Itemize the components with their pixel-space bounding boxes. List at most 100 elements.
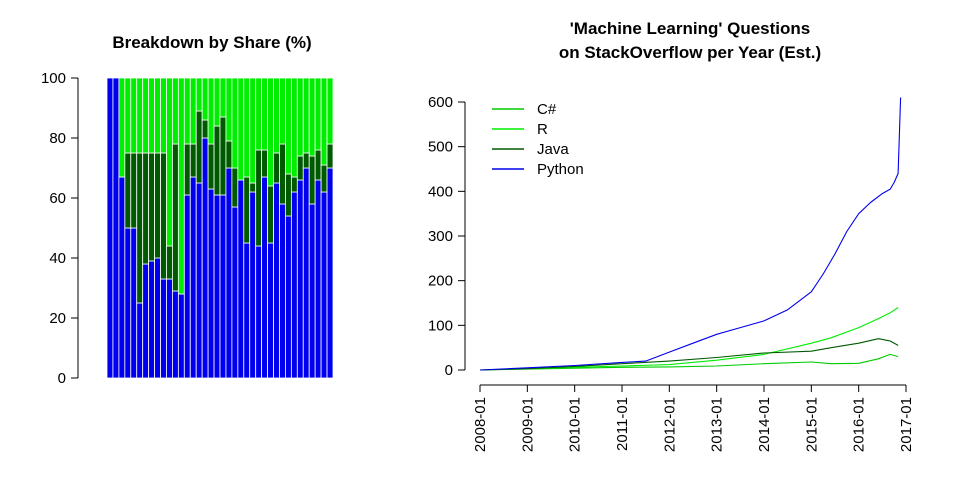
bar-r-22 [237, 77, 245, 181]
bar-java-10 [166, 245, 173, 280]
bar-r-20 [225, 77, 233, 142]
questions-chart-title-line-2: on StackOverflow per Year (Est.) [559, 43, 821, 62]
bar-java-25 [255, 149, 263, 247]
questions-x-tick-label-2014-01: 2014-01 [756, 397, 773, 452]
bar-java-7 [148, 152, 155, 262]
bar-java-17 [207, 143, 215, 190]
bar-r-33 [302, 77, 310, 154]
bar-r-21 [231, 77, 239, 169]
bar-java-15 [195, 110, 203, 184]
questions-chart-title-line-1: 'Machine Learning' Questions [570, 19, 810, 38]
bar-java-32 [296, 155, 304, 181]
bar-java-14 [189, 143, 197, 178]
bar-java-13 [183, 143, 191, 196]
bar-r-30 [285, 77, 292, 175]
bar-java-21 [231, 167, 239, 208]
line-r [479, 307, 899, 371]
bar-r-24 [249, 77, 257, 184]
bar-python-24 [249, 191, 257, 379]
bar-r-10 [166, 77, 173, 247]
bar-r-14 [189, 77, 197, 145]
bar-java-11 [172, 143, 179, 292]
bar-python-17 [207, 188, 215, 379]
bar-python-5 [136, 302, 144, 379]
bar-java-37 [326, 143, 334, 169]
legend-label-java: Java [537, 141, 569, 158]
bar-python-13 [183, 194, 191, 379]
bar-r-15 [195, 77, 203, 112]
bar-python-35 [314, 179, 322, 379]
questions-y-tick-label-500: 500 [428, 139, 453, 156]
bar-java-18 [213, 125, 221, 196]
bar-python-18 [213, 194, 221, 379]
bar-r-13 [183, 77, 191, 145]
questions-x-tick-label-2017-01: 2017-01 [898, 397, 915, 452]
bar-java-16 [201, 119, 209, 139]
bar-python-31 [290, 191, 298, 379]
questions-x-tick-label-2009-01: 2009-01 [519, 397, 536, 452]
bar-r-6 [142, 77, 150, 154]
bar-python-27 [267, 242, 274, 379]
bar-python-1 [112, 77, 120, 379]
share-bars [106, 77, 334, 379]
bar-python-25 [255, 245, 263, 379]
bar-r-29 [279, 77, 286, 145]
questions-y-tick-label-400: 400 [428, 183, 453, 200]
bar-r-8 [154, 77, 161, 154]
share-y-tick-label-60: 60 [49, 190, 66, 207]
bar-python-7 [148, 260, 155, 379]
bar-python-3 [124, 227, 132, 379]
line-python [479, 97, 902, 371]
bar-r-37 [326, 77, 334, 145]
bar-r-27 [267, 77, 274, 187]
bar-r-36 [320, 77, 328, 166]
bar-python-14 [189, 176, 197, 379]
bar-python-22 [237, 179, 245, 379]
questions-line-chart: 'Machine Learning' Questions on StackOve… [428, 19, 915, 452]
bar-python-28 [273, 182, 280, 379]
bar-r-4 [130, 77, 138, 154]
bar-r-12 [177, 77, 185, 295]
bar-r-7 [148, 77, 155, 154]
bar-java-34 [308, 155, 316, 205]
bar-java-33 [302, 152, 310, 169]
bar-python-0 [106, 77, 114, 379]
bar-java-36 [320, 164, 328, 193]
bar-java-24 [249, 182, 257, 193]
bar-python-29 [279, 203, 286, 379]
questions-x-tick-label-2013-01: 2013-01 [709, 397, 726, 452]
share-y-tick-label-20: 20 [49, 310, 66, 327]
bar-python-15 [195, 182, 203, 379]
bar-java-23 [243, 176, 251, 244]
bar-r-18 [213, 77, 221, 127]
bar-python-33 [302, 167, 310, 379]
share-bar-chart: Breakdown by Share (%) 0 20 40 60 80 100 [41, 33, 334, 387]
bar-java-5 [136, 152, 144, 304]
bar-r-19 [219, 77, 227, 118]
questions-y-tick-label-0: 0 [445, 362, 453, 379]
bar-python-9 [160, 278, 167, 379]
bar-r-32 [296, 77, 304, 157]
share-chart-title: Breakdown by Share (%) [112, 33, 311, 52]
share-y-tick-label-40: 40 [49, 250, 66, 267]
bar-python-20 [225, 167, 233, 379]
line-java [479, 338, 899, 371]
bar-java-29 [279, 143, 286, 205]
bar-java-19 [219, 116, 227, 196]
bar-r-25 [255, 77, 263, 151]
questions-x-tick-label-2011-01: 2011-01 [614, 397, 631, 451]
bar-python-26 [261, 176, 268, 379]
bar-python-8 [154, 257, 161, 379]
bar-r-16 [201, 77, 209, 121]
bar-java-31 [290, 176, 298, 193]
questions-y-tick-label-100: 100 [428, 317, 453, 334]
legend-label-python: Python [537, 161, 584, 178]
questions-y-axis: 0 100 200 300 400 500 600 [428, 94, 466, 379]
bar-r-2 [118, 77, 126, 178]
bar-r-23 [243, 77, 251, 178]
bar-java-4 [130, 152, 138, 229]
bar-java-35 [314, 149, 322, 181]
questions-x-tick-label-2010-01: 2010-01 [567, 397, 584, 452]
